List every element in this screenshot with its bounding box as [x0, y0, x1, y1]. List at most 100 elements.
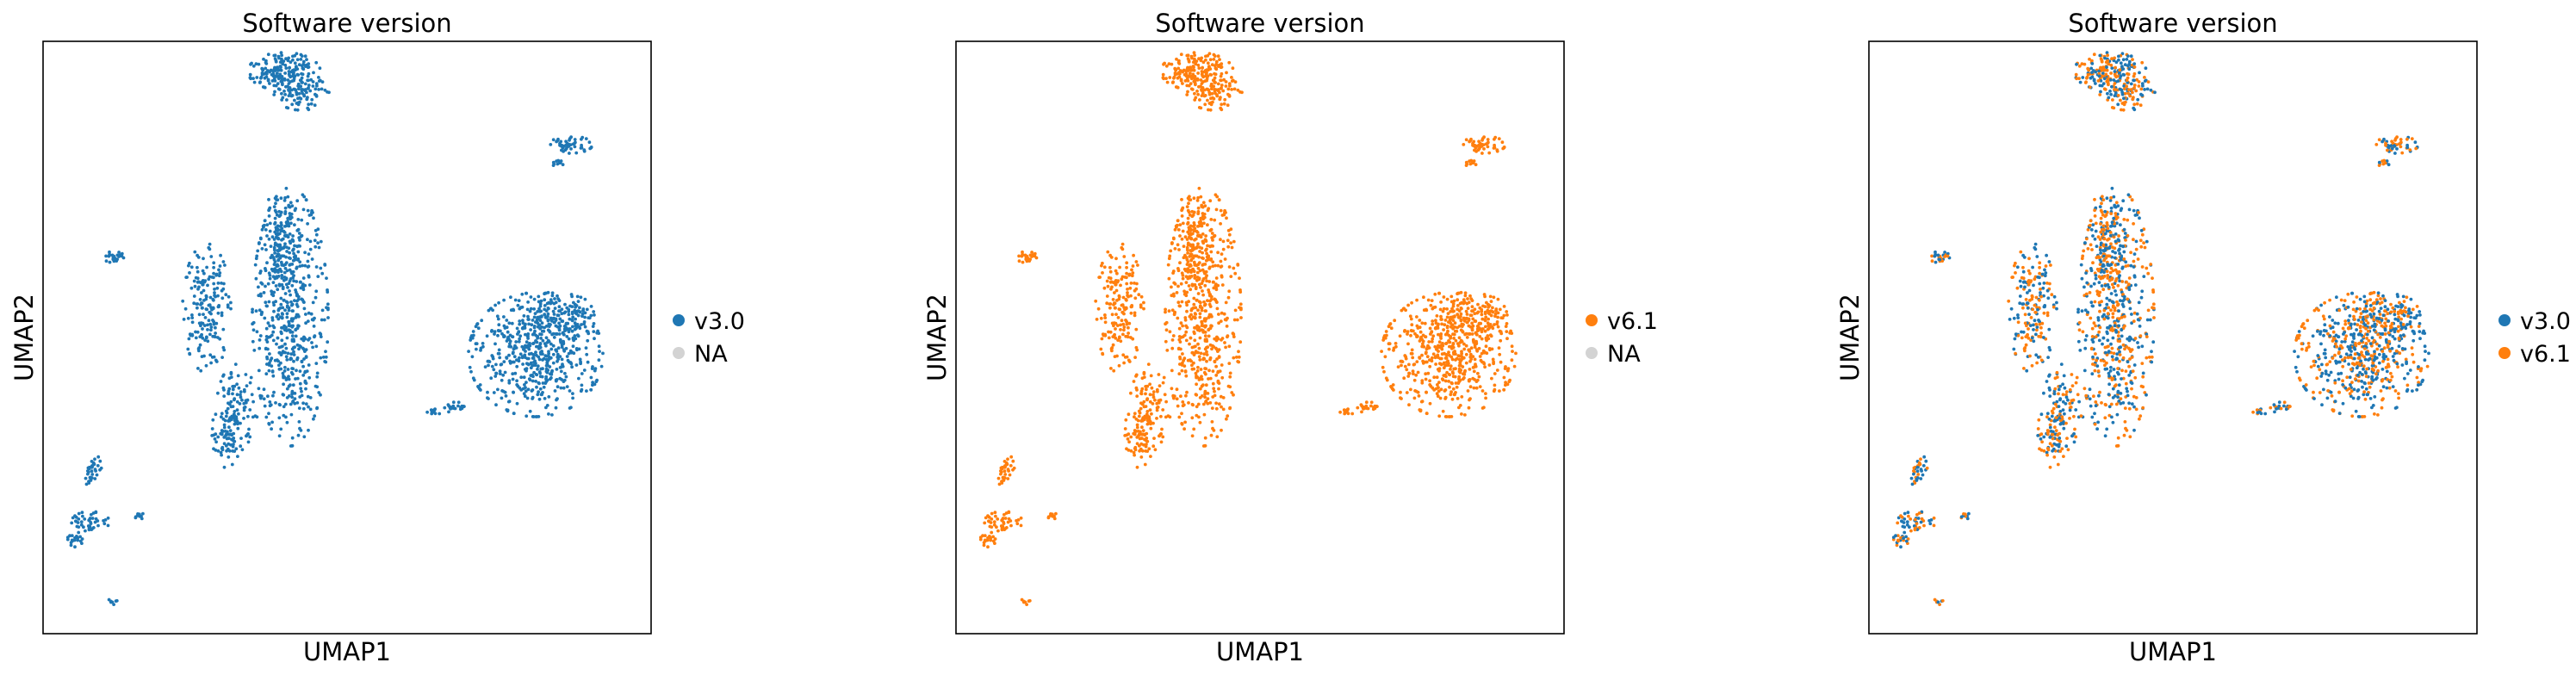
scatter-point [1196, 365, 1200, 369]
scatter-point [315, 371, 320, 375]
scatter-point [535, 385, 538, 389]
scatter-point [478, 383, 482, 387]
scatter-point [98, 459, 102, 463]
scatter-point [497, 348, 501, 352]
scatter-point [1470, 305, 1474, 309]
scatter-point [1189, 270, 1193, 274]
scatter-point [1451, 319, 1456, 322]
scatter-point [279, 302, 283, 307]
scatter-point [2132, 65, 2137, 69]
scatter-point [1222, 77, 1226, 82]
scatter-point [283, 206, 288, 210]
scatter-point [542, 385, 546, 389]
scatter-point [270, 364, 274, 368]
scatter-point [285, 387, 289, 391]
scatter-point [78, 535, 82, 539]
scatter-point [311, 300, 315, 305]
scatter-point [1107, 336, 1111, 340]
scatter-point [1177, 75, 1182, 79]
scatter-point [2113, 82, 2117, 85]
scatter-point [1207, 266, 1212, 270]
scatter-point [558, 355, 562, 358]
scatter-point [1106, 284, 1110, 288]
scatter-point [543, 292, 546, 296]
scatter-point [1476, 329, 1480, 332]
scatter-point [1442, 328, 1445, 331]
scatter-point [222, 423, 227, 427]
scatter-point [2150, 355, 2154, 359]
scatter-point [1164, 328, 1169, 332]
scatter-point [1033, 251, 1037, 256]
scatter-point [498, 356, 502, 360]
scatter-point [1193, 53, 1196, 58]
scatter-point [300, 360, 304, 364]
scatter-point [507, 379, 512, 382]
scatter-point [1127, 331, 1130, 335]
scatter-point [1474, 319, 1477, 323]
scatter-point [1183, 79, 1188, 83]
scatter-point [1431, 322, 1435, 326]
scatter-point [563, 310, 568, 314]
scatter-point [2080, 276, 2084, 281]
scatter-point [112, 257, 116, 262]
scatter-point [1180, 368, 1184, 373]
scatter-point [2102, 359, 2107, 363]
scatter-point [1020, 598, 1024, 602]
scatter-point [546, 328, 550, 332]
scatter-point [1141, 429, 1145, 432]
scatter-point [290, 390, 295, 394]
scatter-point [115, 598, 119, 603]
scatter-point [2151, 276, 2154, 280]
scatter-point [1199, 106, 1203, 110]
scatter-point [220, 313, 224, 318]
scatter-point [296, 294, 301, 299]
scatter-point [261, 68, 265, 72]
scatter-point [1468, 359, 1472, 363]
scatter-point [1499, 338, 1503, 343]
scatter-point [1416, 390, 1420, 394]
scatter-point [1021, 250, 1024, 254]
scatter-point [1019, 523, 1023, 528]
scatter-point [1180, 237, 1184, 241]
scatter-point [1428, 401, 1432, 406]
scatter-point [1453, 314, 1456, 319]
scatter-point [249, 62, 252, 66]
scatter-point [284, 355, 289, 359]
scatter-point [294, 334, 298, 338]
scatter-point [277, 434, 282, 438]
scatter-point [284, 66, 289, 70]
scatter-point [511, 377, 515, 381]
scatter-point [1452, 332, 1456, 337]
scatter-point [499, 329, 502, 333]
scatter-point [584, 137, 588, 141]
scatter-point [1200, 88, 1203, 91]
scatter-point [216, 305, 220, 309]
scatter-point [2103, 88, 2107, 91]
scatter-point [2111, 358, 2115, 362]
scatter-point [491, 308, 494, 313]
scatter-point [276, 224, 280, 228]
scatter-point [181, 299, 185, 303]
scatter-point [1190, 345, 1195, 350]
scatter-point [301, 364, 305, 368]
scatter-point [2089, 243, 2093, 247]
scatter-point [587, 140, 592, 145]
scatter-point [1201, 201, 1206, 205]
scatter-point [521, 362, 525, 366]
scatter-point [1480, 139, 1484, 142]
scatter-point [1212, 84, 1216, 89]
scatter-point [536, 367, 539, 371]
scatter-point [1116, 338, 1120, 342]
scatter-point [1145, 384, 1150, 388]
scatter-point [1220, 62, 1224, 65]
scatter-point [202, 324, 207, 327]
scatter-point [300, 393, 304, 398]
scatter-point [236, 455, 239, 458]
scatter-point [1172, 76, 1176, 80]
scatter-point [1507, 380, 1511, 384]
scatter-point [1232, 266, 1236, 270]
scatter-point [1205, 350, 1208, 354]
scatter-point [1207, 52, 1212, 56]
scatter-point [583, 315, 587, 319]
scatter-point [1458, 404, 1462, 407]
